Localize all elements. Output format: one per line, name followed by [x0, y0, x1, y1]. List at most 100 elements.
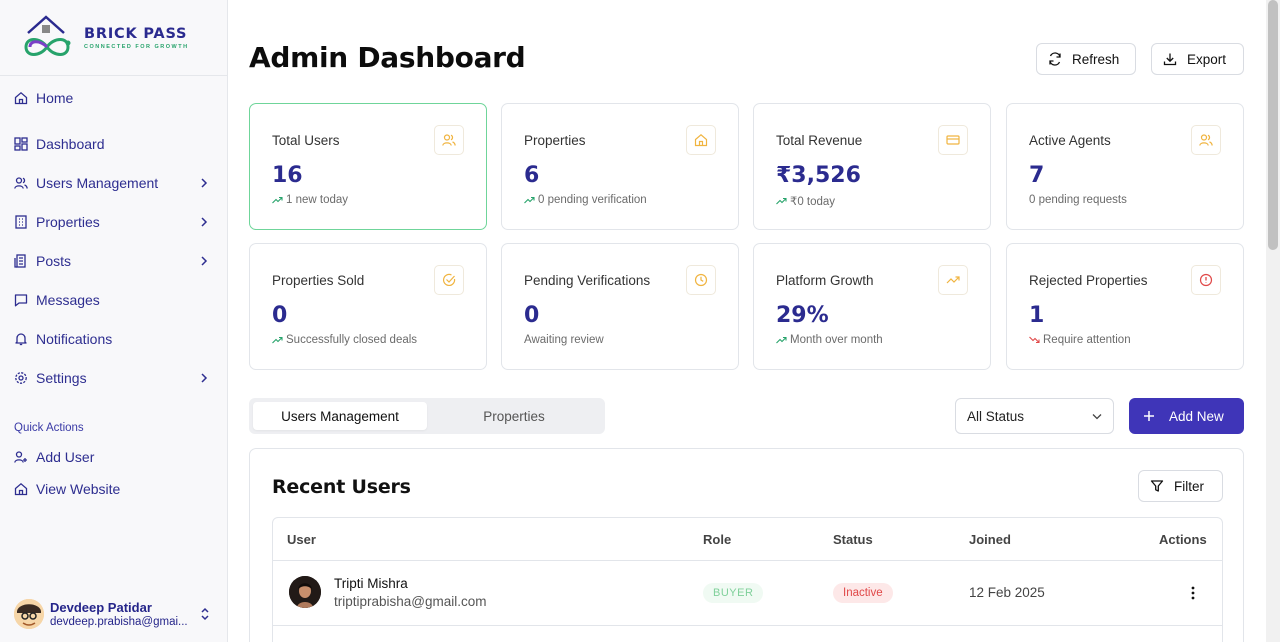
page-scrollbar[interactable] — [1266, 0, 1280, 642]
sidebar-item-label: Messages — [36, 292, 100, 308]
sidebar-item-settings[interactable]: Settings — [14, 366, 214, 390]
building-icon — [14, 215, 28, 229]
status-select[interactable]: All Status — [955, 398, 1114, 434]
trend-up-icon — [938, 265, 968, 295]
joined-date: 12 Feb 2025 — [969, 585, 1045, 600]
sidebar-item-label: Users Management — [36, 175, 159, 191]
sidebar-item-properties[interactable]: Properties — [14, 210, 214, 234]
users-icon — [14, 176, 28, 190]
export-label: Export — [1187, 51, 1227, 67]
sidebar-item-posts[interactable]: Posts — [14, 249, 214, 273]
filter-button[interactable]: Filter — [1138, 470, 1223, 502]
sidebar-item-notifications[interactable]: Notifications — [14, 327, 214, 351]
chevron-right-icon — [200, 176, 208, 192]
brand-name: BRICK PASS — [84, 25, 188, 42]
stat-card-properties[interactable]: Properties 6 0 pending verification — [501, 103, 739, 230]
alert-circle-icon — [1191, 265, 1221, 295]
stat-label: Pending Verifications — [524, 273, 651, 288]
avatar — [14, 599, 44, 629]
users-icon — [434, 125, 464, 155]
home-icon — [686, 125, 716, 155]
brand-tagline: CONNECTED FOR GROWTH — [84, 43, 189, 50]
sidebar-item-label: Posts — [36, 253, 72, 269]
filter-icon — [1150, 480, 1164, 492]
status-badge: Inactive — [833, 583, 893, 603]
tab-users-management[interactable]: Users Management — [253, 402, 427, 430]
role-badge: BUYER — [703, 583, 764, 603]
dashboard-icon — [14, 137, 28, 151]
sidebar-item-home[interactable]: Home — [14, 86, 214, 110]
status-select-value: All Status — [967, 408, 1025, 424]
panel-title: Recent Users — [272, 476, 411, 498]
tab-properties[interactable]: Properties — [483, 408, 545, 424]
page-title: Admin Dashboard — [249, 41, 526, 74]
sidebar-item-label: Home — [36, 90, 74, 106]
home-icon — [14, 482, 28, 496]
quick-action-add-user[interactable]: Add User — [14, 445, 214, 469]
gear-icon — [14, 371, 28, 385]
logo[interactable]: BRICK PASS CONNECTED FOR GROWTH — [0, 0, 227, 76]
sidebar-item-users-management[interactable]: Users Management — [14, 171, 214, 195]
trend-up-icon — [272, 336, 283, 344]
stat-label: Total Revenue — [776, 133, 863, 148]
column-header-status[interactable]: Status — [833, 532, 873, 547]
stat-sub: 0 pending requests — [1029, 194, 1127, 206]
filter-label: Filter — [1174, 478, 1204, 494]
more-vertical-icon[interactable] — [1185, 585, 1201, 601]
column-header-actions: Actions — [1159, 532, 1207, 547]
stat-sub: Month over month — [776, 334, 883, 346]
check-circle-icon — [434, 265, 464, 295]
current-user-card[interactable]: Devdeep Patidar devdeep.prabisha@gmai... — [14, 598, 214, 630]
add-new-label: Add New — [1169, 408, 1224, 424]
stat-value: 7 — [1029, 163, 1045, 188]
bell-icon — [14, 332, 28, 346]
download-icon — [1163, 53, 1177, 66]
column-header-joined[interactable]: Joined — [969, 532, 1011, 547]
posts-icon — [14, 254, 28, 268]
user-email: devdeep.prabisha@gmai... — [50, 616, 188, 628]
stat-card-platform-growth[interactable]: Platform Growth 29% Month over month — [753, 243, 991, 370]
export-button[interactable]: Export — [1151, 43, 1244, 75]
user-name: Tripti Mishra — [334, 576, 408, 591]
add-user-icon — [14, 450, 28, 464]
plus-icon — [1144, 411, 1154, 421]
stat-label: Active Agents — [1029, 133, 1111, 148]
chevron-right-icon — [200, 215, 208, 231]
sidebar-item-label: Dashboard — [36, 136, 105, 152]
sidebar-item-dashboard[interactable]: Dashboard — [14, 132, 214, 156]
stat-card-pending-verifications[interactable]: Pending Verifications 0 Awaiting review — [501, 243, 739, 370]
table-row[interactable]: Tripti Mishra triptiprabisha@gmail.com B… — [273, 560, 1222, 626]
chevron-down-icon — [1092, 414, 1102, 420]
stat-value: 0 — [524, 303, 540, 328]
stat-card-active-agents[interactable]: Active Agents 7 0 pending requests — [1006, 103, 1244, 230]
add-new-button[interactable]: Add New — [1129, 398, 1244, 434]
quick-actions-title: Quick Actions — [14, 422, 84, 434]
users-icon — [1191, 125, 1221, 155]
sidebar-item-label: Settings — [36, 370, 87, 386]
column-header-role[interactable]: Role — [703, 532, 732, 547]
home-icon — [14, 91, 28, 105]
quick-action-label: Add User — [36, 449, 95, 465]
quick-action-view-website[interactable]: View Website — [14, 477, 214, 501]
refresh-icon — [1049, 52, 1061, 66]
refresh-label: Refresh — [1072, 51, 1120, 67]
stat-label: Total Users — [272, 133, 340, 148]
stat-card-total-revenue[interactable]: Total Revenue ₹3,526 ₹0 today — [753, 103, 991, 230]
card-icon — [938, 125, 968, 155]
stat-card-total-users[interactable]: Total Users 16 1 new today — [249, 103, 487, 230]
trend-up-icon — [776, 336, 787, 344]
trend-down-icon — [1029, 336, 1040, 344]
clock-icon — [686, 265, 716, 295]
trend-up-icon — [524, 196, 535, 204]
stat-card-rejected-properties[interactable]: Rejected Properties 1 Require attention — [1006, 243, 1244, 370]
column-header-user[interactable]: User — [287, 532, 316, 547]
scrollbar-thumb[interactable] — [1268, 0, 1278, 250]
sidebar-item-messages[interactable]: Messages — [14, 288, 214, 312]
refresh-button[interactable]: Refresh — [1036, 43, 1136, 75]
chevrons-up-down-icon[interactable] — [200, 606, 210, 627]
avatar — [289, 576, 321, 608]
stat-label: Properties — [524, 133, 586, 148]
stat-sub: Require attention — [1029, 334, 1131, 346]
stat-card-properties-sold[interactable]: Properties Sold 0 Successfully closed de… — [249, 243, 487, 370]
stat-sub: Awaiting review — [524, 334, 604, 346]
